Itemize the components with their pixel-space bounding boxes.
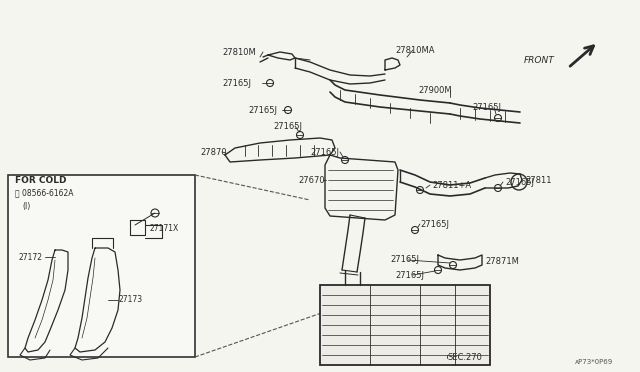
Text: 27165J: 27165J bbox=[248, 106, 277, 115]
Text: 27811+A: 27811+A bbox=[432, 180, 471, 189]
Text: 27165J: 27165J bbox=[273, 122, 302, 131]
Text: ᴀP73*0P69: ᴀP73*0P69 bbox=[575, 359, 613, 365]
Text: 27165J: 27165J bbox=[222, 78, 251, 87]
Text: 27900M: 27900M bbox=[418, 86, 452, 94]
Text: 27165J: 27165J bbox=[310, 148, 339, 157]
Text: 27870: 27870 bbox=[200, 148, 227, 157]
Text: FRONT: FRONT bbox=[524, 55, 555, 64]
Text: 27670: 27670 bbox=[298, 176, 324, 185]
Bar bbox=[8, 175, 195, 357]
Text: 27165J: 27165J bbox=[472, 103, 501, 112]
Text: 27165J: 27165J bbox=[390, 256, 419, 264]
Text: 27171X: 27171X bbox=[150, 224, 179, 232]
Bar bbox=[320, 285, 490, 365]
Text: 27173: 27173 bbox=[118, 295, 142, 305]
Text: 27165J: 27165J bbox=[420, 219, 449, 228]
Text: 27165J: 27165J bbox=[505, 177, 534, 186]
Text: 27810MA: 27810MA bbox=[395, 45, 435, 55]
Text: 27871M: 27871M bbox=[485, 257, 519, 266]
Text: FOR COLD: FOR COLD bbox=[15, 176, 67, 185]
Text: SEC.270: SEC.270 bbox=[448, 353, 483, 362]
Text: 27810M: 27810M bbox=[222, 48, 256, 57]
Text: 27811: 27811 bbox=[525, 176, 552, 185]
Text: (I): (I) bbox=[22, 202, 30, 211]
Text: Ⓢ 08566-6162A: Ⓢ 08566-6162A bbox=[15, 189, 74, 198]
Text: 27165J: 27165J bbox=[395, 270, 424, 279]
Text: 27172: 27172 bbox=[18, 253, 42, 262]
